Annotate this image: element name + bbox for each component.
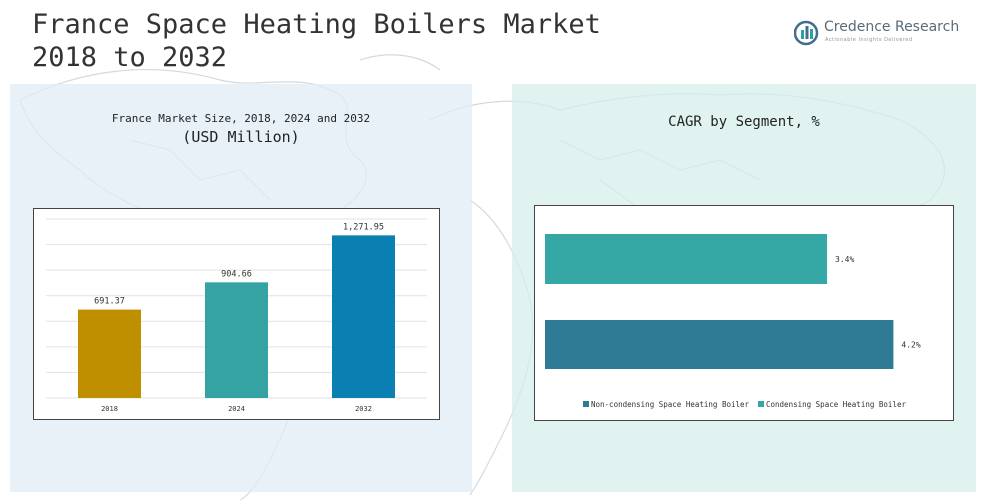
legend-label: Condensing Space Heating Boiler bbox=[766, 400, 906, 409]
market-size-chart-frame: 691.37 2018 904.66 2024 1,271.95 2032 bbox=[33, 208, 440, 420]
brand-logo bbox=[794, 20, 819, 46]
market-size-title: France Market Size, 2018, 2024 and 2032 bbox=[111, 112, 371, 125]
x-tick-label: 2032 bbox=[355, 405, 372, 413]
page-title-line1: France Space Heating Boilers Market bbox=[32, 9, 601, 40]
bar bbox=[545, 234, 828, 284]
cagr-title: CAGR by Segment, % bbox=[668, 114, 820, 130]
data-label: 3.4% bbox=[835, 255, 854, 264]
brand-name: Credence Research bbox=[824, 19, 960, 35]
cagr-hbar-chart: 3.4% 4.2% Non-condensing Space Heating Boi… bbox=[545, 234, 921, 409]
bar bbox=[332, 235, 395, 398]
cagr-chart-frame: 3.4% 4.2% Non-condensing Space Heating Boi… bbox=[534, 205, 954, 421]
legend: Non-condensing Space Heating Boiler Conde… bbox=[583, 400, 906, 409]
page-title: France Space Heating Boilers Market 2018… bbox=[32, 8, 601, 74]
market-size-subtitle: (USD Million) bbox=[182, 128, 300, 146]
page-title-line2: 2018 to 2032 bbox=[32, 42, 228, 73]
market-size-bar-chart: 691.37 2018 904.66 2024 1,271.95 2032 bbox=[46, 218, 427, 413]
data-label: 904.66 bbox=[221, 269, 252, 279]
legend-swatch bbox=[583, 401, 589, 407]
bar bbox=[78, 309, 141, 398]
cagr-panel: CAGR by Segment, % 3.4% 4.2% Non-condensin… bbox=[512, 84, 976, 492]
data-label: 1,271.95 bbox=[343, 222, 384, 232]
legend-swatch bbox=[758, 401, 764, 407]
x-tick-label: 2024 bbox=[228, 405, 245, 413]
brand-tagline: Actionable Insights Delivered bbox=[825, 37, 913, 43]
data-label: 4.2% bbox=[901, 341, 920, 350]
bar bbox=[545, 320, 894, 369]
x-tick-label: 2018 bbox=[101, 405, 118, 413]
data-label: 691.37 bbox=[94, 297, 125, 307]
bar bbox=[205, 282, 268, 398]
credence-logo-icon bbox=[794, 20, 819, 46]
legend-label: Non-condensing Space Heating Boiler bbox=[591, 400, 750, 409]
market-size-panel: France Market Size, 2018, 2024 and 2032 … bbox=[10, 84, 472, 492]
